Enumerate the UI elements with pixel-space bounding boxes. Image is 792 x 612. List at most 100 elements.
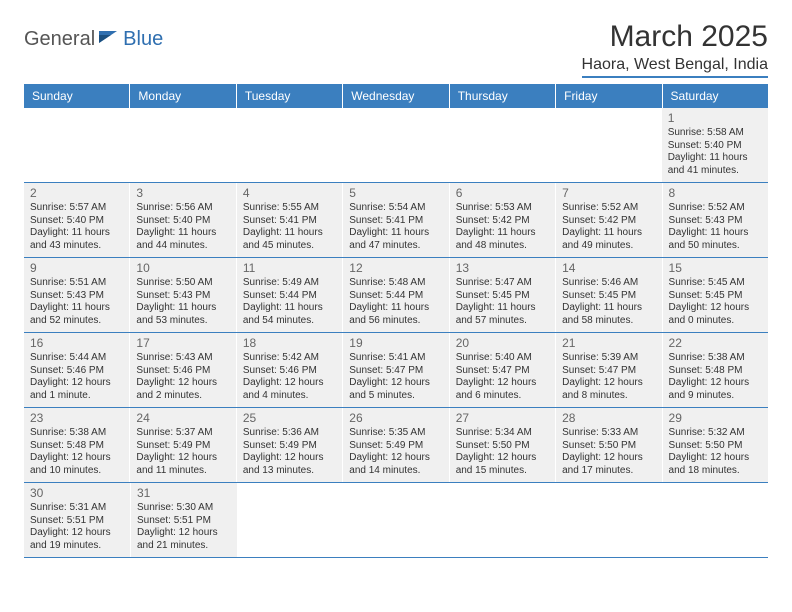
sunrise-line: Sunrise: 5:34 AM (456, 427, 549, 440)
daylight-line: Daylight: 11 hours and 57 minutes. (456, 302, 549, 327)
daylight-line: Daylight: 12 hours and 4 minutes. (243, 377, 336, 402)
calendar-cell: 5Sunrise: 5:54 AMSunset: 5:41 PMDaylight… (343, 183, 449, 257)
day-number: 1 (668, 111, 762, 126)
day-number: 27 (456, 411, 549, 426)
sunrise-line: Sunrise: 5:54 AM (349, 202, 442, 215)
sunset-line: Sunset: 5:46 PM (30, 365, 123, 378)
calendar-cell: 6Sunrise: 5:53 AMSunset: 5:42 PMDaylight… (450, 183, 556, 257)
sunrise-line: Sunrise: 5:56 AM (136, 202, 229, 215)
day-number: 15 (669, 261, 762, 276)
sunrise-line: Sunrise: 5:47 AM (456, 277, 549, 290)
daylight-line: Daylight: 12 hours and 9 minutes. (669, 377, 762, 402)
sunset-line: Sunset: 5:50 PM (456, 440, 549, 453)
sunset-line: Sunset: 5:42 PM (562, 215, 655, 228)
calendar-cell: 13Sunrise: 5:47 AMSunset: 5:45 PMDayligh… (450, 258, 556, 332)
sunset-line: Sunset: 5:40 PM (30, 215, 123, 228)
logo-text-general: General (24, 28, 95, 51)
calendar-cell: 1Sunrise: 5:58 AMSunset: 5:40 PMDaylight… (662, 108, 768, 182)
daylight-line: Daylight: 12 hours and 21 minutes. (137, 527, 231, 552)
day-header: Friday (556, 84, 662, 108)
daylight-line: Daylight: 12 hours and 13 minutes. (243, 452, 336, 477)
day-header: Wednesday (343, 84, 449, 108)
sunset-line: Sunset: 5:50 PM (562, 440, 655, 453)
daylight-line: Daylight: 11 hours and 56 minutes. (349, 302, 442, 327)
calendar-cell: 26Sunrise: 5:35 AMSunset: 5:49 PMDayligh… (343, 408, 449, 482)
daylight-line: Daylight: 12 hours and 6 minutes. (456, 377, 549, 402)
day-number: 24 (136, 411, 229, 426)
sunset-line: Sunset: 5:45 PM (669, 290, 762, 303)
sunrise-line: Sunrise: 5:55 AM (243, 202, 336, 215)
day-number: 26 (349, 411, 442, 426)
day-number: 21 (562, 336, 655, 351)
title-block: March 2025 Haora, West Bengal, India (582, 20, 768, 78)
sunrise-line: Sunrise: 5:31 AM (30, 502, 124, 515)
sunset-line: Sunset: 5:47 PM (456, 365, 549, 378)
day-header: Saturday (663, 84, 768, 108)
day-number: 31 (137, 486, 231, 501)
location-label: Haora, West Bengal, India (582, 56, 768, 78)
week-row: 9Sunrise: 5:51 AMSunset: 5:43 PMDaylight… (24, 258, 768, 333)
daylight-line: Daylight: 12 hours and 1 minute. (30, 377, 123, 402)
daylight-line: Daylight: 12 hours and 0 minutes. (669, 302, 762, 327)
daylight-line: Daylight: 11 hours and 53 minutes. (136, 302, 229, 327)
sunrise-line: Sunrise: 5:48 AM (349, 277, 442, 290)
day-number: 3 (136, 186, 229, 201)
daylight-line: Daylight: 11 hours and 48 minutes. (456, 227, 549, 252)
sunset-line: Sunset: 5:44 PM (349, 290, 442, 303)
sunrise-line: Sunrise: 5:52 AM (669, 202, 762, 215)
daylight-line: Daylight: 11 hours and 43 minutes. (30, 227, 123, 252)
calendar-cell: 17Sunrise: 5:43 AMSunset: 5:46 PMDayligh… (130, 333, 236, 407)
calendar: SundayMondayTuesdayWednesdayThursdayFrid… (24, 84, 768, 558)
day-number: 28 (562, 411, 655, 426)
day-number: 8 (669, 186, 762, 201)
sunrise-line: Sunrise: 5:40 AM (456, 352, 549, 365)
sunrise-line: Sunrise: 5:32 AM (669, 427, 762, 440)
daylight-line: Daylight: 11 hours and 54 minutes. (243, 302, 336, 327)
day-header: Tuesday (237, 84, 343, 108)
calendar-cell (344, 483, 450, 557)
header: General Blue March 2025 Haora, West Beng… (24, 20, 768, 78)
daylight-line: Daylight: 12 hours and 18 minutes. (669, 452, 762, 477)
calendar-cell (130, 108, 236, 182)
sunset-line: Sunset: 5:45 PM (456, 290, 549, 303)
logo: General Blue (24, 20, 163, 51)
calendar-cell: 2Sunrise: 5:57 AMSunset: 5:40 PMDaylight… (24, 183, 130, 257)
calendar-cell: 11Sunrise: 5:49 AMSunset: 5:44 PMDayligh… (237, 258, 343, 332)
calendar-cell: 15Sunrise: 5:45 AMSunset: 5:45 PMDayligh… (663, 258, 768, 332)
day-header-row: SundayMondayTuesdayWednesdayThursdayFrid… (24, 84, 768, 108)
day-number: 11 (243, 261, 336, 276)
day-number: 10 (136, 261, 229, 276)
calendar-cell (662, 483, 768, 557)
calendar-cell: 18Sunrise: 5:42 AMSunset: 5:46 PMDayligh… (237, 333, 343, 407)
sunrise-line: Sunrise: 5:36 AM (243, 427, 336, 440)
week-row: 1Sunrise: 5:58 AMSunset: 5:40 PMDaylight… (24, 108, 768, 183)
sunset-line: Sunset: 5:51 PM (30, 515, 124, 528)
sunset-line: Sunset: 5:48 PM (669, 365, 762, 378)
sunrise-line: Sunrise: 5:53 AM (456, 202, 549, 215)
daylight-line: Daylight: 11 hours and 58 minutes. (562, 302, 655, 327)
sunset-line: Sunset: 5:47 PM (562, 365, 655, 378)
sunset-line: Sunset: 5:41 PM (243, 215, 336, 228)
sunrise-line: Sunrise: 5:51 AM (30, 277, 123, 290)
calendar-cell: 22Sunrise: 5:38 AMSunset: 5:48 PMDayligh… (663, 333, 768, 407)
calendar-cell (449, 108, 555, 182)
sunset-line: Sunset: 5:45 PM (562, 290, 655, 303)
sunset-line: Sunset: 5:47 PM (349, 365, 442, 378)
calendar-cell (237, 108, 343, 182)
sunset-line: Sunset: 5:50 PM (669, 440, 762, 453)
day-number: 4 (243, 186, 336, 201)
daylight-line: Daylight: 11 hours and 50 minutes. (669, 227, 762, 252)
calendar-cell: 8Sunrise: 5:52 AMSunset: 5:43 PMDaylight… (663, 183, 768, 257)
sunrise-line: Sunrise: 5:39 AM (562, 352, 655, 365)
day-number: 5 (349, 186, 442, 201)
sunset-line: Sunset: 5:40 PM (136, 215, 229, 228)
sunrise-line: Sunrise: 5:52 AM (562, 202, 655, 215)
calendar-cell: 3Sunrise: 5:56 AMSunset: 5:40 PMDaylight… (130, 183, 236, 257)
daylight-line: Daylight: 12 hours and 15 minutes. (456, 452, 549, 477)
daylight-line: Daylight: 12 hours and 8 minutes. (562, 377, 655, 402)
daylight-line: Daylight: 12 hours and 19 minutes. (30, 527, 124, 552)
daylight-line: Daylight: 12 hours and 2 minutes. (136, 377, 229, 402)
daylight-line: Daylight: 12 hours and 14 minutes. (349, 452, 442, 477)
sunset-line: Sunset: 5:41 PM (349, 215, 442, 228)
week-row: 23Sunrise: 5:38 AMSunset: 5:48 PMDayligh… (24, 408, 768, 483)
